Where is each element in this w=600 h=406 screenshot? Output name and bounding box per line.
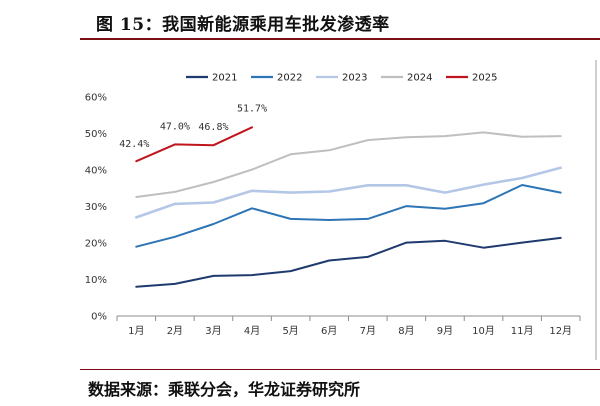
page-edge-divider — [595, 60, 597, 360]
y-tick-label: 40% — [85, 166, 107, 177]
legend-label-2025: 2025 — [472, 73, 497, 84]
x-tick-label: 9月 — [437, 325, 453, 337]
legend-label-2024: 2024 — [407, 73, 432, 84]
source-rule — [80, 369, 600, 370]
x-axis: 1月 2月 3月 4月 5月 6月 7月 8月 9月 10月 11月 12月 — [116, 315, 581, 337]
series-line-2021 — [135, 236, 562, 288]
data-labels: 42.4% 47.0% 46.8% 51.7% — [119, 103, 267, 150]
series-line-2023 — [135, 166, 563, 219]
y-tick-label: 20% — [85, 239, 107, 250]
y-tick-label: 0% — [91, 312, 107, 323]
x-tick-label: 10月 — [472, 325, 495, 337]
data-label: 42.4% — [119, 139, 149, 150]
y-tick-label: 10% — [85, 275, 107, 286]
x-tick-label: 1月 — [128, 325, 144, 337]
x-tick-label: 12月 — [549, 325, 572, 337]
source-note: 数据来源：乘联分会，华龙证券研究所 — [88, 380, 361, 399]
x-tick-label: 4月 — [244, 325, 260, 337]
y-tick-label: 60% — [85, 93, 107, 104]
data-label: 47.0% — [160, 121, 190, 132]
legend-label-2021: 2021 — [212, 73, 237, 84]
y-tick-label: 50% — [85, 129, 107, 140]
y-axis: 0% 10% 20% 30% 40% 50% 60% — [85, 93, 107, 323]
x-tick-label: 8月 — [398, 325, 414, 337]
legend: 2021 2022 2023 2024 2025 — [186, 73, 497, 84]
y-tick-label: 30% — [85, 202, 107, 213]
title-rule — [80, 38, 600, 40]
series-line-2025 — [135, 126, 253, 163]
data-label: 46.8% — [198, 122, 228, 133]
data-label: 51.7% — [237, 103, 267, 114]
x-tick-label: 2月 — [167, 325, 183, 337]
series-line-2024 — [135, 131, 562, 198]
x-tick-label: 6月 — [321, 325, 337, 337]
x-tick-label: 5月 — [282, 325, 298, 337]
series-group — [135, 126, 563, 288]
x-tick-label: 3月 — [205, 325, 221, 337]
x-tick-label: 11月 — [511, 325, 534, 337]
legend-label-2022: 2022 — [277, 73, 302, 84]
figure-title: 图 15：我国新能源乘用车批发渗透率 — [96, 15, 390, 35]
x-tick-label: 7月 — [360, 325, 376, 337]
series-line-2022 — [135, 184, 562, 248]
legend-label-2023: 2023 — [342, 73, 367, 84]
